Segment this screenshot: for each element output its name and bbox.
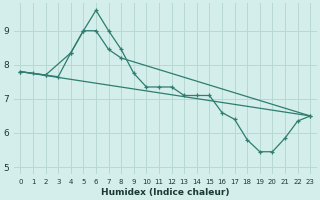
X-axis label: Humidex (Indice chaleur): Humidex (Indice chaleur) xyxy=(101,188,229,197)
